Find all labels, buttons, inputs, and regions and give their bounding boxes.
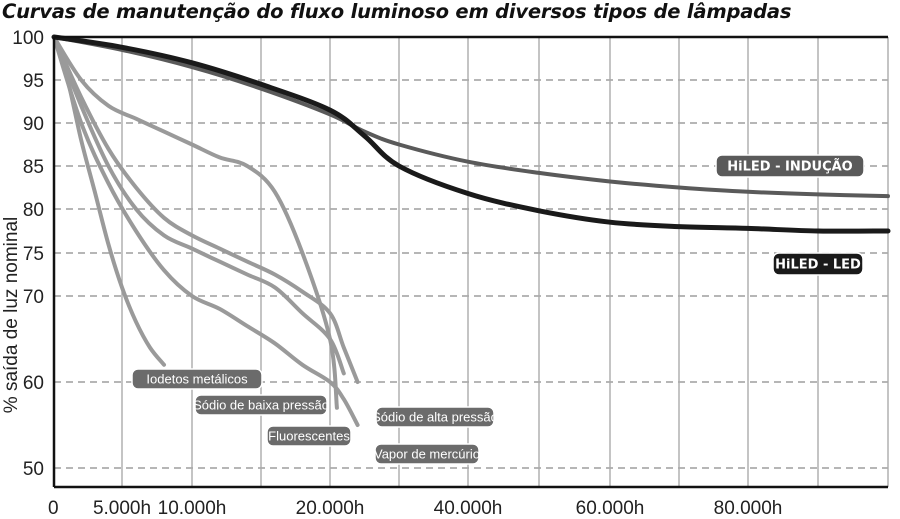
- y-tick-label: 75: [23, 244, 44, 265]
- y-axis-label: % saída de luz nominal: [1, 217, 22, 413]
- x-tick-label: 40.000h: [434, 498, 503, 519]
- label-pill: [131, 368, 263, 390]
- series-label-sodio-de-baixa-pressao: Sódio de baixa pressão: [193, 394, 329, 416]
- axis-ticks: 100 95 90 85 80 75 70 60 500 5.000h 10.000h 20.000h…: [12, 28, 782, 519]
- label-pill: [266, 425, 352, 447]
- chart-title: Curvas de manutenção do fluxo luminoso e…: [2, 0, 792, 23]
- label-text: Fluorescentes: [268, 429, 350, 444]
- series-line-fluorescentes: [52, 35, 339, 410]
- series-label-fluorescentes: Fluorescentes: [266, 425, 352, 447]
- y-tick-label: 95: [23, 71, 44, 92]
- series-lines: [51, 34, 891, 427]
- series-label-iodetos-metalicos: Iodetos metálicos: [131, 368, 263, 390]
- x-tick-label: 60.000h: [576, 498, 645, 519]
- label-pill: [375, 406, 495, 428]
- x-tick-label: 80.000h: [714, 498, 783, 519]
- y-tick-label: 80: [23, 200, 44, 221]
- y-tick-label: 90: [23, 114, 44, 135]
- label-pill: [772, 252, 864, 276]
- x-tick-label: 20.000h: [296, 498, 365, 519]
- y-tick-label: 85: [23, 157, 44, 178]
- series-line-vapor-de-mercurio: [52, 35, 360, 427]
- x-tick-label: 5.000h: [93, 498, 151, 519]
- label-text: HiLED - INDUÇÃO: [727, 159, 852, 175]
- series-line-hiled-led: [51, 34, 891, 234]
- label-pill: [715, 154, 865, 178]
- series-labels: HiLED - INDUÇÃO HiLED - LED Iodetos metáli…: [131, 154, 865, 465]
- series-label-sodio-de-alta-pressao: Sódio de alta pressão: [372, 406, 498, 428]
- series-label-hiled-led: HiLED - LED: [772, 252, 864, 276]
- series-line-sodio-de-baixa-pressao: [52, 35, 346, 376]
- y-tick-label: 70: [23, 287, 44, 308]
- series-label-vapor-de-mercurio: Vapor de mercúrio: [374, 443, 480, 465]
- y-tick-label: 50: [23, 459, 44, 480]
- label-pill: [194, 394, 328, 416]
- label-text: Sódio de alta pressão: [372, 410, 498, 425]
- series-label-hiled-inducao: HiLED - INDUÇÃO: [715, 154, 865, 178]
- label-text: Iodetos metálicos: [146, 372, 248, 387]
- label-text: Sódio de baixa pressão: [193, 398, 329, 413]
- label-pill: [374, 443, 480, 465]
- label-text: HiLED - LED: [775, 258, 861, 273]
- plot-frame: [52, 35, 888, 489]
- y-tick-label: 100: [12, 28, 44, 49]
- x-tick-label: 0: [48, 498, 59, 519]
- series-line-hiled-inducao: [52, 35, 890, 199]
- series-line-sodio-de-alta-pressao: [52, 35, 360, 384]
- y-tick-label: 60: [23, 373, 44, 394]
- x-tick-label: 10.000h: [158, 498, 227, 519]
- label-text: Vapor de mercúrio: [374, 447, 480, 462]
